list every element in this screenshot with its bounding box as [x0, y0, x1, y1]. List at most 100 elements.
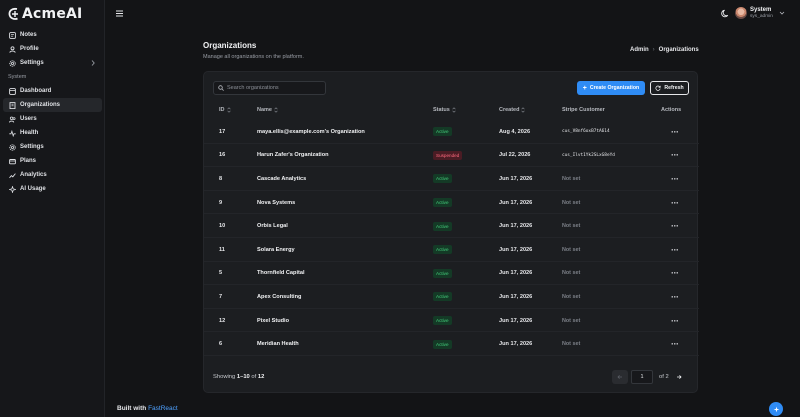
- status-badge: Active: [433, 339, 452, 349]
- sidebar-item-label: Plans: [20, 158, 37, 164]
- row-actions-icon[interactable]: ···: [671, 339, 679, 350]
- sidebar-item-plans[interactable]: Plans: [3, 154, 102, 168]
- table-row[interactable]: 10 Orbis Legal Active Jun 17, 2026 Not set ··…: [204, 214, 699, 238]
- row-actions-icon[interactable]: ···: [671, 126, 679, 137]
- status-badge: Active: [433, 316, 452, 326]
- row-actions-icon[interactable]: ···: [671, 315, 679, 326]
- table-row[interactable]: 11 Solara Energy Active Jun 17, 2026 Not set…: [204, 238, 699, 262]
- sidebar-item-health[interactable]: Health: [3, 126, 102, 140]
- created-date: Jun 17, 2026: [499, 199, 533, 206]
- sidebar: AcmeAI Notes Profile Settings System Das…: [0, 0, 105, 417]
- column-header-status[interactable]: Status: [433, 107, 456, 113]
- org-name[interactable]: Thornfield Capital: [257, 270, 305, 277]
- org-id: 16: [219, 152, 226, 159]
- menu-toggle-icon[interactable]: [115, 9, 124, 18]
- sidebar-item-organizations[interactable]: Organizations: [3, 98, 102, 112]
- refresh-button[interactable]: Refresh: [650, 81, 689, 95]
- dashboard-icon: [8, 87, 16, 95]
- row-actions-icon[interactable]: ···: [671, 197, 679, 208]
- row-actions-icon[interactable]: ···: [671, 150, 679, 161]
- org-id: 9: [219, 199, 223, 206]
- previous-page-button[interactable]: [612, 370, 628, 384]
- sidebar-item-profile[interactable]: Profile: [3, 42, 102, 56]
- sidebar-nav: Notes Profile Settings System Dashboard …: [0, 28, 105, 196]
- top-bar: System sys_admin: [105, 0, 800, 28]
- built-with-brand-link[interactable]: FastReact: [148, 405, 178, 412]
- table-row[interactable]: 9 Nova Systems Active Jun 17, 2026 Not set ··…: [204, 191, 699, 215]
- org-name[interactable]: Pixel Studio: [257, 317, 290, 324]
- chevron-down-icon[interactable]: [779, 10, 785, 16]
- table-row[interactable]: 8 Cascade Analytics Active Jun 17, 2026 Not …: [204, 167, 699, 191]
- table-row[interactable]: 7 Apex Consulting Active Jun 17, 2026 Not se…: [204, 285, 699, 309]
- page-number-input[interactable]: [631, 370, 653, 384]
- logo-mark-icon: [8, 7, 18, 20]
- org-name[interactable]: Cascade Analytics: [257, 175, 307, 182]
- column-header-id[interactable]: ID: [219, 107, 231, 113]
- search-input[interactable]: [227, 83, 323, 93]
- stripe-customer: Not set: [562, 293, 581, 300]
- row-actions-icon[interactable]: ···: [671, 244, 679, 255]
- org-name[interactable]: Harun Zafer's Organization: [257, 152, 329, 159]
- pagination: of 2: [612, 370, 685, 384]
- table-row[interactable]: 16 Harun Zafer's Organization Suspended Jul…: [204, 144, 699, 168]
- breadcrumb: Admin › Organizations: [630, 47, 699, 53]
- created-date: Jun 17, 2026: [499, 223, 533, 230]
- status-badge: Active: [433, 221, 452, 231]
- plans-icon: [8, 157, 16, 165]
- moon-icon[interactable]: [721, 9, 730, 18]
- row-actions-icon[interactable]: ···: [671, 268, 679, 279]
- org-id: 6: [219, 341, 223, 348]
- column-header-created[interactable]: Created: [499, 107, 526, 113]
- status-cell: Suspended: [433, 144, 463, 168]
- sort-icon: [521, 107, 526, 113]
- status-cell: Active: [433, 285, 452, 309]
- stripe-customer: Not set: [562, 270, 581, 277]
- table-row[interactable]: 17 maya.ellis@example.com's Organization A…: [204, 120, 699, 144]
- sidebar-item-label: Settings: [20, 60, 44, 66]
- built-with-prefix: Built with: [117, 405, 147, 412]
- created-date: Jun 17, 2026: [499, 246, 533, 253]
- assistant-fab-button[interactable]: [769, 402, 783, 416]
- org-id: 12: [219, 317, 226, 324]
- org-name[interactable]: Solara Energy: [257, 246, 295, 253]
- breadcrumb-admin[interactable]: Admin: [630, 47, 649, 53]
- user-icon: [8, 45, 16, 53]
- row-actions-icon[interactable]: ···: [671, 173, 679, 184]
- sidebar-item-label: Analytics: [20, 172, 47, 178]
- org-name[interactable]: Apex Consulting: [257, 293, 302, 300]
- sidebar-item-system-settings[interactable]: Settings: [3, 140, 102, 154]
- org-name[interactable]: Meridian Health: [257, 341, 299, 348]
- table-row[interactable]: 5 Thornfield Capital Active Jun 17, 2026 Not…: [204, 262, 699, 286]
- org-name[interactable]: maya.ellis@example.com's Organization: [257, 128, 365, 135]
- next-page-button[interactable]: [673, 370, 685, 384]
- sidebar-item-label: Settings: [20, 144, 44, 150]
- sidebar-item-notes[interactable]: Notes: [3, 28, 102, 42]
- table-row[interactable]: 12 Pixel Studio Active Jun 17, 2026 Not set ·…: [204, 309, 699, 333]
- org-name[interactable]: Orbis Legal: [257, 223, 288, 230]
- column-header-name[interactable]: Name: [257, 107, 278, 113]
- sidebar-item-dashboard[interactable]: Dashboard: [3, 84, 102, 98]
- status-cell: Active: [433, 191, 452, 215]
- search-box[interactable]: [213, 81, 326, 95]
- org-name[interactable]: Nova Systems: [257, 199, 296, 206]
- search-icon: [218, 85, 224, 91]
- showing-of: of: [251, 374, 257, 380]
- table-header: ID Name Status Created Stripe Customer A…: [204, 105, 699, 117]
- avatar[interactable]: [735, 7, 747, 19]
- table-row[interactable]: 6 Meridian Health Active Jun 17, 2026 Not se…: [204, 332, 699, 356]
- sidebar-item-settings[interactable]: Settings: [3, 56, 102, 70]
- notes-icon: [8, 31, 16, 39]
- created-date: Jul 22, 2026: [499, 152, 531, 159]
- sidebar-item-analytics[interactable]: Analytics: [3, 168, 102, 182]
- row-actions-icon[interactable]: ···: [671, 221, 679, 232]
- create-organization-button[interactable]: + Create Organization: [577, 81, 645, 95]
- sidebar-item-users[interactable]: Users: [3, 112, 102, 126]
- create-organization-label: Create Organization: [589, 85, 640, 91]
- sidebar-item-ai-usage[interactable]: AI Usage: [3, 182, 102, 196]
- status-cell: Active: [433, 120, 452, 144]
- user-name[interactable]: System: [750, 7, 772, 13]
- app-logo[interactable]: AcmeAI: [8, 5, 82, 23]
- status-badge: Suspended: [433, 150, 463, 160]
- refresh-icon: [655, 85, 661, 91]
- row-actions-icon[interactable]: ···: [671, 291, 679, 302]
